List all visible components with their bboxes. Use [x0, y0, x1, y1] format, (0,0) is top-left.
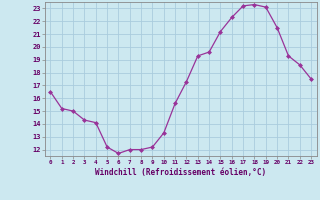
X-axis label: Windchill (Refroidissement éolien,°C): Windchill (Refroidissement éolien,°C) [95, 168, 266, 177]
